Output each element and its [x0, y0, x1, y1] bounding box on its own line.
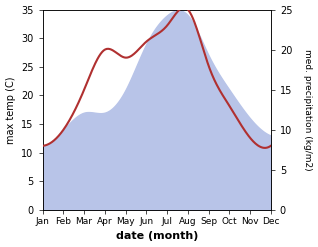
Y-axis label: med. precipitation (kg/m2): med. precipitation (kg/m2) [303, 49, 313, 171]
Y-axis label: max temp (C): max temp (C) [5, 76, 16, 144]
X-axis label: date (month): date (month) [115, 231, 198, 242]
